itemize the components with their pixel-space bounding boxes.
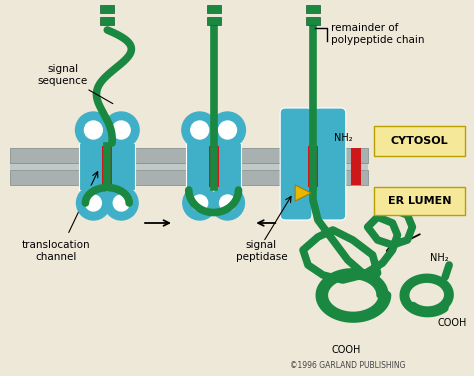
Bar bbox=[100, 5, 114, 13]
Circle shape bbox=[183, 186, 217, 220]
Circle shape bbox=[210, 112, 246, 148]
Text: NH₂: NH₂ bbox=[335, 133, 353, 143]
Text: COOH: COOH bbox=[331, 345, 360, 355]
Text: NH₂: NH₂ bbox=[430, 253, 449, 263]
Text: translocation
channel: translocation channel bbox=[21, 240, 90, 262]
Text: COOH: COOH bbox=[437, 318, 466, 328]
Bar bbox=[102, 146, 112, 187]
Text: ©1996 GARLAND PUBLISHING: ©1996 GARLAND PUBLISHING bbox=[290, 361, 406, 370]
FancyBboxPatch shape bbox=[314, 108, 346, 220]
Bar bbox=[186, 143, 241, 190]
Text: CYTOSOL: CYTOSOL bbox=[391, 136, 448, 146]
FancyBboxPatch shape bbox=[280, 108, 312, 220]
Bar bbox=[207, 5, 220, 13]
Text: signal
peptidase: signal peptidase bbox=[236, 240, 287, 262]
Circle shape bbox=[104, 186, 138, 220]
Bar bbox=[351, 148, 361, 185]
Bar bbox=[207, 17, 220, 25]
Circle shape bbox=[75, 112, 111, 148]
Text: remainder of
polypeptide chain: remainder of polypeptide chain bbox=[331, 23, 424, 45]
FancyBboxPatch shape bbox=[374, 187, 465, 215]
Bar bbox=[306, 17, 320, 25]
Bar bbox=[10, 148, 368, 163]
Circle shape bbox=[113, 195, 129, 211]
Circle shape bbox=[210, 186, 245, 220]
Bar bbox=[100, 17, 114, 25]
Text: signal
sequence: signal sequence bbox=[37, 64, 113, 104]
Bar bbox=[308, 146, 318, 187]
Circle shape bbox=[103, 112, 139, 148]
Circle shape bbox=[112, 121, 130, 139]
FancyBboxPatch shape bbox=[374, 126, 465, 156]
Polygon shape bbox=[295, 185, 311, 201]
Circle shape bbox=[191, 121, 209, 139]
Bar bbox=[209, 146, 219, 187]
Circle shape bbox=[219, 195, 236, 211]
Text: ER LUMEN: ER LUMEN bbox=[388, 196, 451, 206]
Bar bbox=[10, 163, 368, 170]
Circle shape bbox=[182, 112, 218, 148]
Circle shape bbox=[84, 121, 102, 139]
Bar bbox=[10, 170, 368, 185]
Circle shape bbox=[85, 195, 101, 211]
Circle shape bbox=[219, 121, 237, 139]
Circle shape bbox=[76, 186, 110, 220]
Bar bbox=[306, 5, 320, 13]
Circle shape bbox=[192, 195, 208, 211]
Bar bbox=[80, 143, 135, 190]
